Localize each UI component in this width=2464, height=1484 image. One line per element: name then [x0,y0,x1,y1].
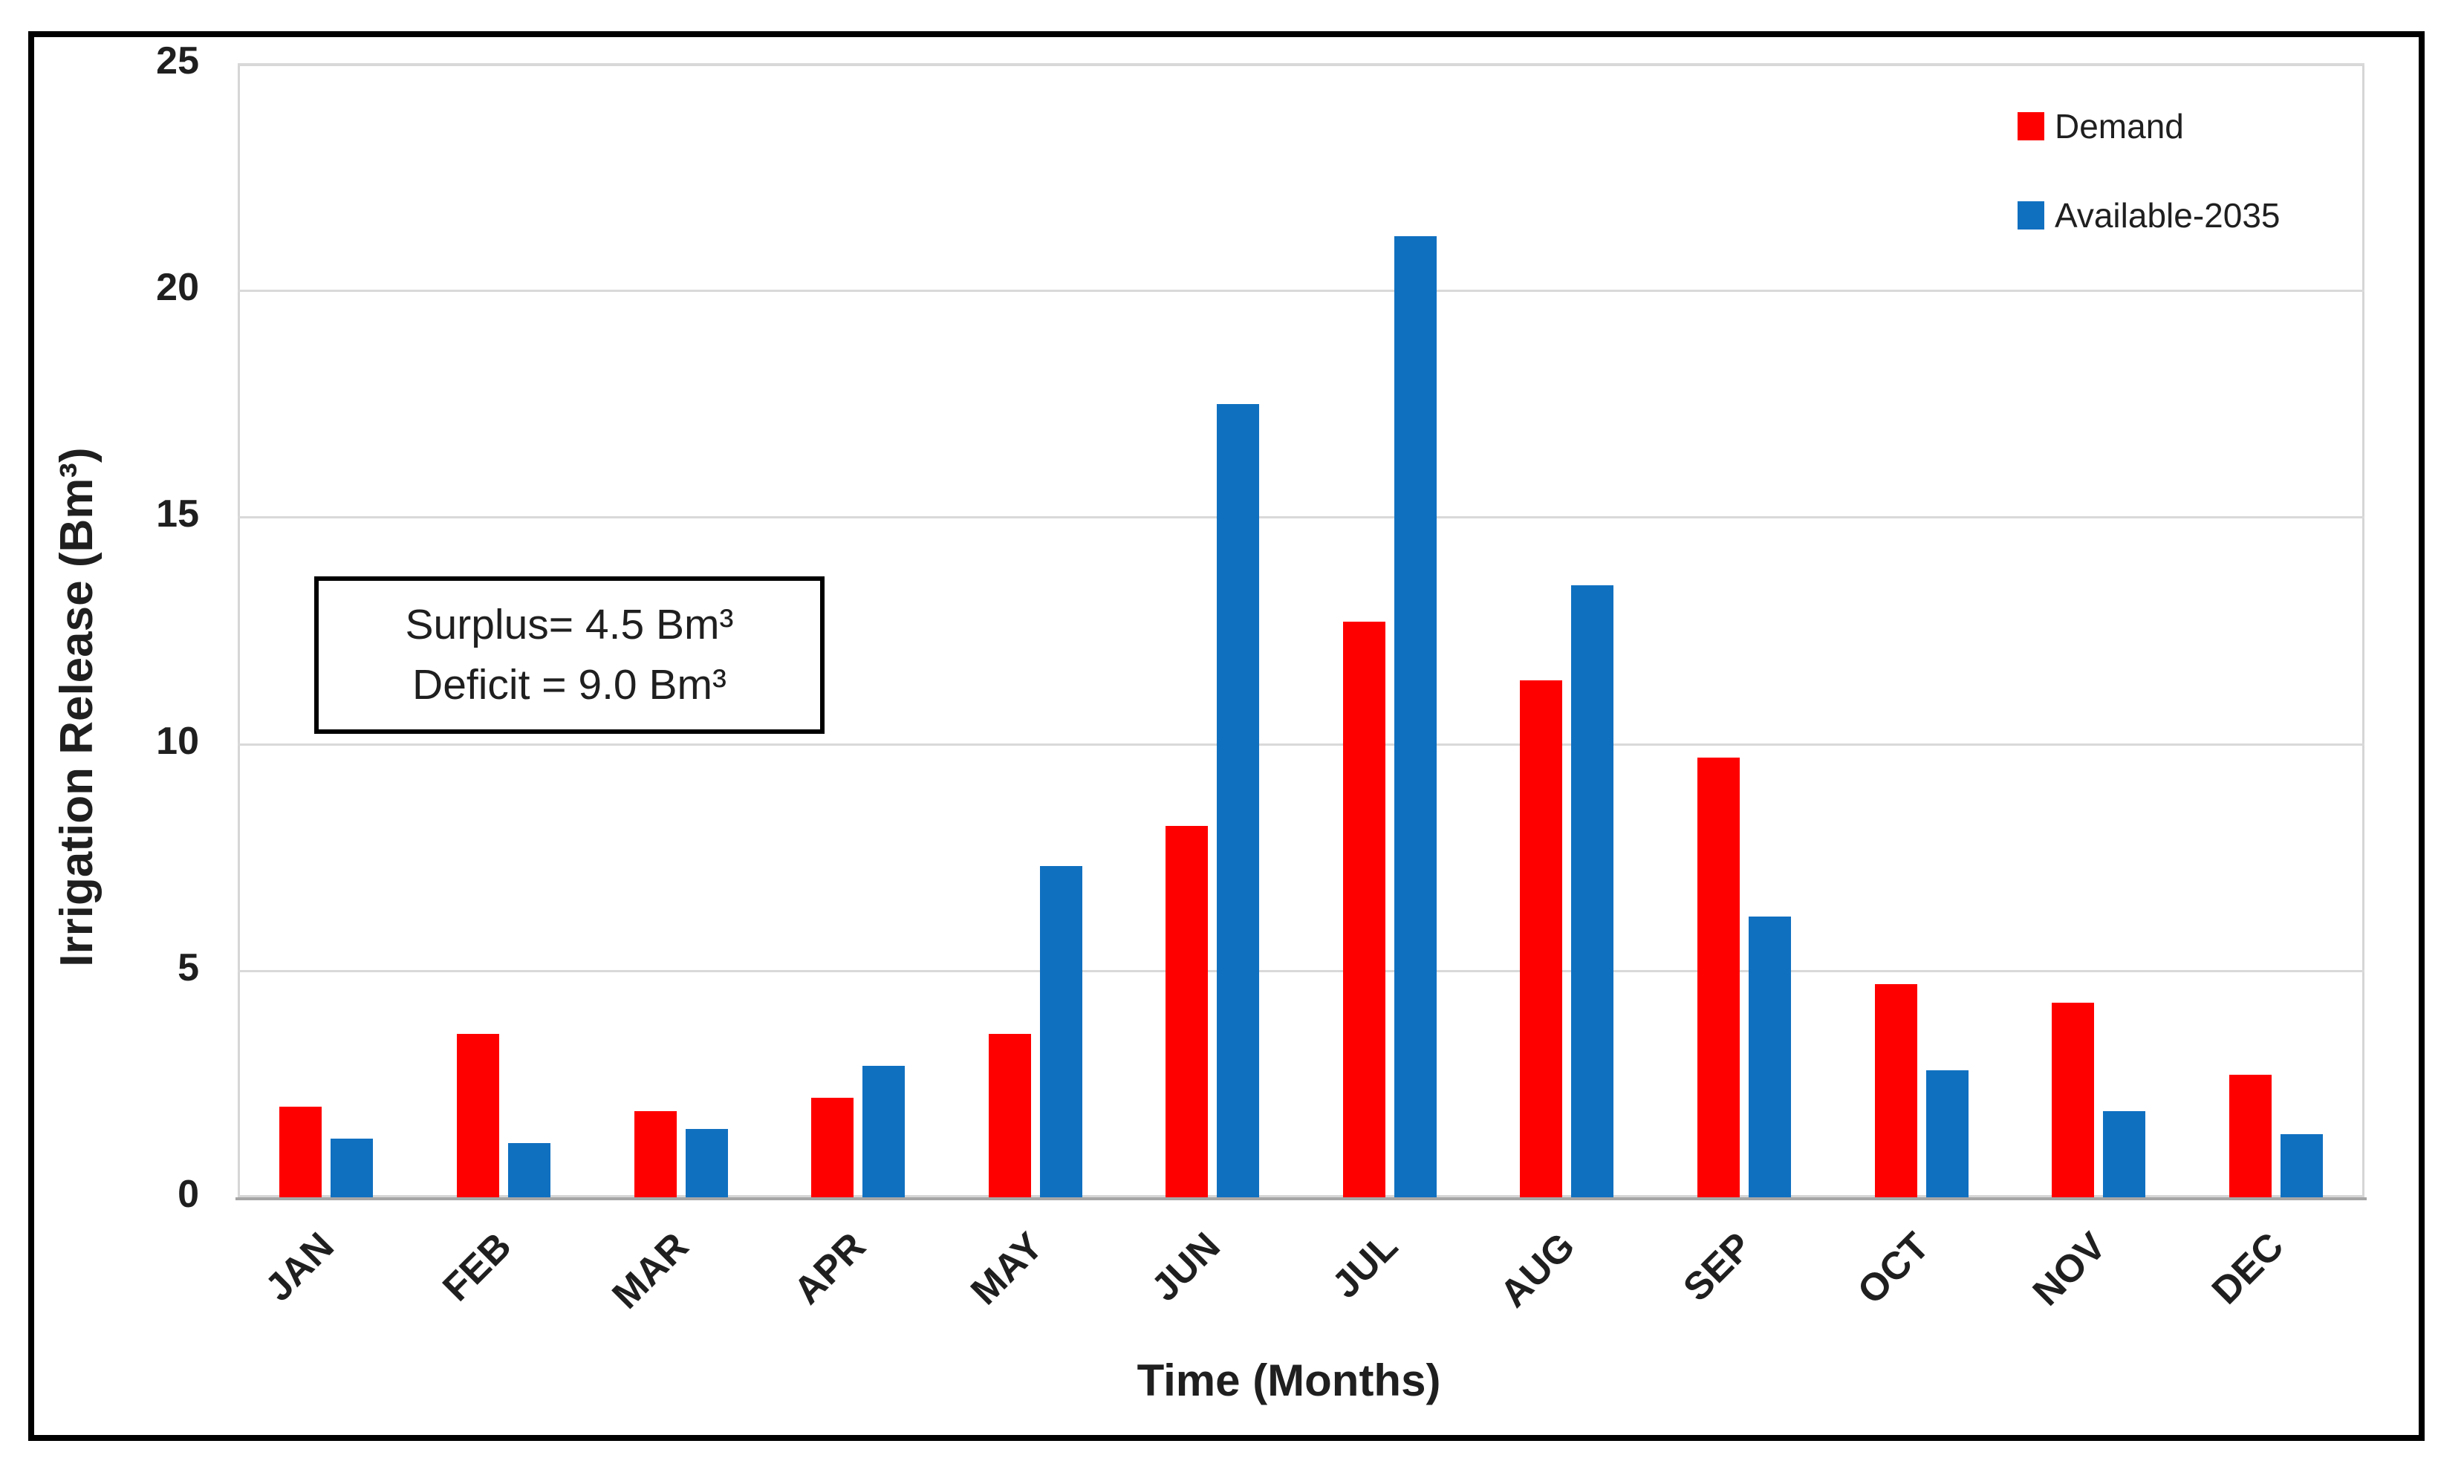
bar-demand-oct [1874,984,1917,1197]
available-swatch-icon [2018,201,2044,230]
bar-available-2035-apr [862,1066,905,1197]
bar-demand-aug [1520,680,1563,1197]
annotation-line-deficit: Deficit = 9.0 Bm³ [412,661,726,709]
demand-swatch-icon [2018,112,2044,140]
bar-available-2035-sep [1749,916,1791,1197]
gridline-20 [238,290,2364,293]
y-tick-label-20: 20 [156,266,199,310]
bar-available-2035-jun [1217,403,1260,1197]
bar-available-2035-feb [507,1142,550,1197]
bar-demand-apr [811,1097,854,1197]
bar-demand-sep [1697,757,1740,1197]
y-tick-label-0: 0 [178,1173,199,1216]
gridline-25 [238,63,2364,65]
bar-demand-feb [456,1034,499,1197]
bar-demand-jan [279,1106,322,1197]
gridline-15 [238,516,2364,519]
bar-available-2035-jul [1394,236,1437,1197]
legend-entry-available: Available-2035 [2018,196,2281,235]
bar-available-2035-aug [1571,585,1614,1197]
bar-available-2035-dec [2280,1133,2323,1197]
x-axis-line [235,1197,2367,1200]
x-axis-title: Time (Months) [1137,1356,1441,1405]
legend: Demand Available-2035 [2018,107,2281,287]
gridline-5 [238,969,2364,972]
bar-demand-nov [2052,1002,2095,1197]
y-tick-label-10: 10 [156,719,199,763]
bar-demand-jun [1166,825,1209,1197]
bar-available-2035-nov [2103,1111,2146,1197]
y-axis-title: Irrigation Release (Bm³) [51,447,103,967]
y-tick-label-5: 5 [178,946,199,989]
bar-available-2035-oct [1925,1070,1969,1197]
bar-demand-may [988,1034,1031,1197]
gridline-10 [238,743,2364,746]
y-tick-label-15: 15 [156,492,199,536]
bar-demand-dec [2229,1075,2272,1197]
legend-label-available: Available-2035 [2055,196,2281,235]
bar-available-2035-mar [685,1129,728,1197]
bar-demand-mar [634,1111,677,1197]
annotation-line-surplus: Surplus= 4.5 Bm³ [405,601,734,649]
y-tick-label-25: 25 [156,39,199,82]
legend-label-demand: Demand [2055,107,2184,146]
surplus-deficit-annotation: Surplus= 4.5 Bm³ Deficit = 9.0 Bm³ [314,576,825,734]
bar-available-2035-may [1039,866,1082,1197]
bar-demand-jul [1342,621,1385,1197]
bar-available-2035-jan [331,1138,374,1197]
legend-entry-demand: Demand [2018,107,2281,146]
